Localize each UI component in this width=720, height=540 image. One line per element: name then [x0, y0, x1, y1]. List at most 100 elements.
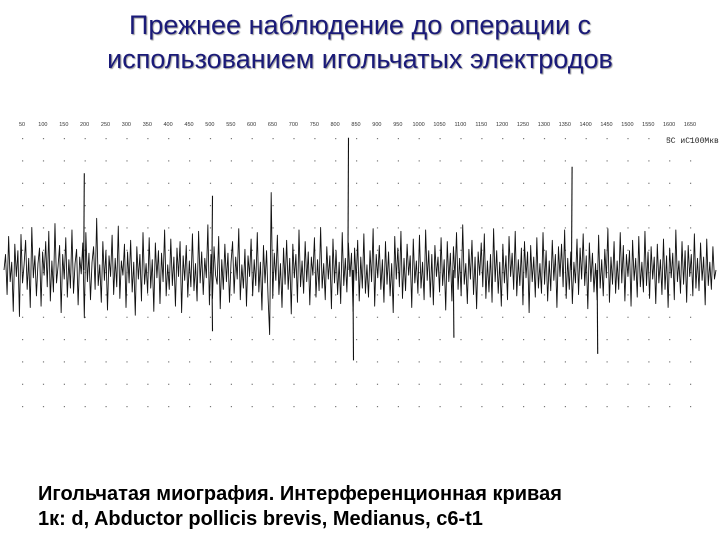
grid-dot [543, 205, 546, 207]
grid-dot [147, 316, 149, 318]
grid-dot [63, 383, 65, 385]
grid-dot [314, 383, 316, 385]
grid-dot [230, 249, 232, 251]
grid-dot [543, 294, 546, 296]
grid-dot [669, 272, 671, 274]
grid-dot [230, 406, 232, 408]
grid-dot [22, 316, 24, 318]
grid-dot [105, 160, 107, 162]
emg-spike [83, 173, 85, 271]
grid-dot [272, 339, 274, 341]
grid-dot [335, 182, 337, 184]
grid-dot [543, 227, 546, 229]
grid-dot [209, 406, 212, 408]
grid-dot [105, 294, 107, 296]
grid-dot [63, 160, 65, 162]
caption-line-2: 1к: d, Abductor pollicis brevis, Medianu… [38, 508, 483, 530]
grid-dot [439, 339, 441, 341]
grid-dot [147, 138, 149, 140]
grid-dot [543, 160, 546, 162]
emg-spike [452, 269, 455, 338]
grid-dot [293, 294, 295, 296]
grid-dot [147, 294, 149, 296]
grid-dot [690, 227, 692, 229]
grid-dot [189, 294, 191, 296]
grid-dot [314, 160, 316, 162]
grid-dot [209, 339, 212, 341]
grid-dot [481, 182, 483, 184]
grid-dot [251, 205, 253, 207]
grid-dot [126, 406, 128, 408]
grid-dot [84, 182, 86, 184]
grid-dot [439, 294, 441, 296]
grid-dot [189, 249, 191, 251]
grid-dot [418, 272, 420, 274]
grid-dot [22, 383, 24, 385]
grid-dot [460, 160, 462, 162]
grid-dot [251, 316, 253, 318]
grid-dot [690, 361, 692, 363]
grid-dot [669, 160, 671, 162]
grid-dot [690, 160, 692, 162]
grid-dot [585, 138, 587, 140]
grid-dot [126, 294, 128, 296]
x-tick-label: 1150 [475, 122, 487, 128]
x-tick-label: 1400 [579, 122, 591, 128]
grid-dot [22, 249, 24, 251]
grid-dot [189, 316, 191, 318]
grid-dot [606, 182, 608, 184]
grid-dot [439, 361, 441, 363]
grid-dot [105, 406, 107, 408]
grid-dot [648, 160, 650, 162]
x-tick-label: 1550 [642, 122, 654, 128]
grid-dot [335, 339, 337, 341]
x-tick-label: 1100 [454, 122, 466, 128]
emg-trace-line [3, 192, 717, 335]
grid-dot [481, 205, 483, 207]
grid-dot [272, 406, 274, 408]
grid-dot [314, 138, 316, 140]
x-tick-label: 500 [205, 122, 214, 128]
grid-dot [63, 406, 65, 408]
grid-dot [335, 361, 337, 363]
grid-dot [648, 316, 650, 318]
grid-dot [251, 383, 253, 385]
grid-dot [648, 227, 650, 229]
grid-dot [376, 249, 379, 251]
grid-dot [439, 182, 441, 184]
grid-dot [105, 316, 107, 318]
grid-dot [585, 182, 587, 184]
grid-dot [648, 294, 650, 296]
grid-dot [669, 294, 671, 296]
grid-dot [293, 160, 295, 162]
grid-dot [356, 227, 358, 229]
grid-dot [126, 339, 128, 341]
grid-dot [397, 160, 399, 162]
emg-plot: 50 100 150 200 250 300 350 400 450 500 550 600 650 70… [0, 116, 720, 420]
grid-dot [168, 249, 170, 251]
grid-dot [481, 160, 483, 162]
grid-dot [209, 249, 212, 251]
grid-dot [272, 138, 274, 140]
x-tick-label: 50 [19, 122, 25, 128]
grid-dot [105, 138, 107, 140]
grid-dot [564, 339, 566, 341]
grid-dot [606, 272, 608, 274]
emg-chart-svg: 50 100 150 200 250 300 350 400 450 500 550 600 650 70… [3, 122, 719, 408]
grid-dot [376, 316, 379, 318]
grid-dot [335, 205, 337, 207]
grid-dot [376, 361, 379, 363]
grid-dot [189, 227, 191, 229]
grid-dot [669, 383, 671, 385]
grid-dot [564, 205, 566, 207]
grid-dot [293, 249, 295, 251]
grid-dot [84, 205, 86, 207]
grid-dot [439, 406, 441, 408]
grid-dot [105, 361, 107, 363]
grid-dot [356, 361, 358, 363]
grid-dot [481, 339, 483, 341]
grid-dot [564, 294, 566, 296]
grid-dot [627, 294, 629, 296]
grid-dot [543, 383, 546, 385]
grid-dot [126, 182, 128, 184]
